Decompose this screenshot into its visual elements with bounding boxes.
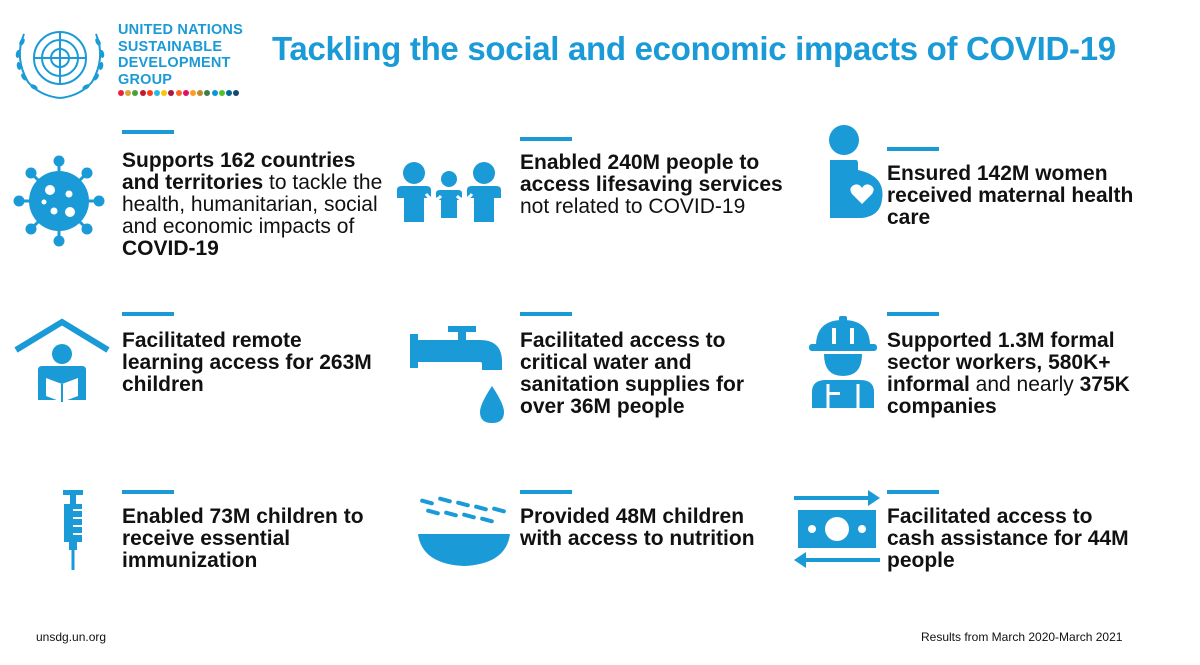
sdg-dot	[168, 90, 175, 96]
sdg-dot	[118, 90, 124, 96]
divider-rule	[122, 312, 174, 316]
sdg-dot	[233, 90, 240, 96]
stat-text-bold: Enabled 73M children to receive essentia…	[122, 505, 364, 572]
cash-transfer-icon	[794, 490, 880, 568]
pregnant-woman-heart-icon	[829, 125, 883, 218]
org-name: UNITED NATIONS SUSTAINABLE DEVELOPMENT G…	[118, 22, 243, 88]
sdg-dot	[211, 90, 218, 96]
stat-immunization: Enabled 73M children to receive essentia…	[122, 506, 397, 572]
divider-rule	[887, 312, 939, 316]
stat-text-bold: Facilitated access to critical water and…	[520, 329, 745, 418]
sdg-dot	[175, 90, 182, 96]
footer-period: Results from March 2020-March 2021	[921, 630, 1123, 644]
stat-text: not related to COVID-19	[520, 195, 746, 218]
divider-rule	[520, 490, 572, 494]
sdg-dot	[154, 90, 160, 96]
org-name-line: SUSTAINABLE	[118, 38, 223, 55]
stat-workers-companies: Supported 1.3M formal sector workers, 58…	[887, 330, 1167, 418]
stat-lifesaving-services: Enabled 240M people to access lifesaving…	[520, 152, 795, 218]
stat-text-bold: Facilitated remote learning access for 2…	[122, 329, 372, 396]
sdg-dot	[146, 90, 153, 96]
stat-maternal-health: Ensured 142M women received maternal hea…	[887, 163, 1147, 229]
syringe-icon	[63, 490, 83, 570]
stat-text-bold: Supports 162 countries and territories	[122, 149, 356, 194]
sdg-dot	[190, 90, 196, 96]
stat-text-bold: 375K	[1079, 373, 1130, 396]
sdg-dot	[204, 90, 211, 96]
divider-rule	[887, 490, 939, 494]
divider-rule	[122, 130, 174, 134]
virus-icon	[13, 155, 105, 247]
stat-text-bold: Ensured 142M women received maternal hea…	[887, 162, 1134, 229]
stat-text-bold: COVID-19	[122, 237, 219, 260]
page-title: Tackling the social and economic impacts…	[272, 30, 1116, 67]
org-name-line: UNITED NATIONS	[118, 22, 243, 38]
stat-text-bold: companies	[887, 395, 997, 418]
stat-text-bold: Facilitated access to cash assistance fo…	[887, 505, 1129, 572]
divider-rule	[122, 490, 174, 494]
org-name-line: GROUP	[118, 71, 173, 88]
stat-text-bold: Provided 48M children with access to nut…	[520, 505, 755, 550]
stat-text: and nearly	[969, 373, 1080, 396]
stat-countries-supported: Supports 162 countries and territories t…	[122, 150, 392, 260]
footer-website: unsdg.un.org	[36, 630, 107, 644]
stat-text: to tackle the health, humanitarian, soci…	[122, 171, 383, 238]
divider-rule	[520, 312, 572, 316]
stat-cash-assistance: Facilitated access to cash assistance fo…	[887, 506, 1142, 572]
sdg-dot	[218, 90, 225, 96]
divider-rule	[887, 147, 939, 151]
sdg-dot	[226, 90, 232, 96]
sdg-dot	[182, 90, 189, 96]
stat-text-bold: Enabled 240M people to access lifesaving…	[520, 151, 783, 196]
sdg-dot	[132, 90, 139, 96]
sdg-dot	[125, 90, 132, 96]
org-name-line: DEVELOPMENT	[118, 55, 231, 71]
sdg-dot	[139, 90, 146, 96]
sdg-dot	[161, 90, 168, 96]
worker-hardhat-icon	[809, 316, 877, 408]
stat-nutrition: Provided 48M children with access to nut…	[520, 506, 790, 550]
sdg-dot	[197, 90, 204, 96]
people-group-icon	[397, 162, 501, 222]
food-bowl-icon	[418, 496, 510, 566]
divider-rule	[520, 137, 572, 141]
sdg-color-dots	[118, 90, 248, 98]
home-learning-child-icon	[14, 318, 110, 402]
stat-water-sanitation: Facilitated access to critical water and…	[520, 330, 782, 418]
stat-remote-learning: Facilitated remote learning access for 2…	[122, 330, 382, 396]
water-tap-icon	[410, 326, 504, 423]
stat-text-bold: Supported 1.3M formal sector workers, 58…	[887, 329, 1115, 396]
un-emblem-logo	[15, 31, 105, 99]
